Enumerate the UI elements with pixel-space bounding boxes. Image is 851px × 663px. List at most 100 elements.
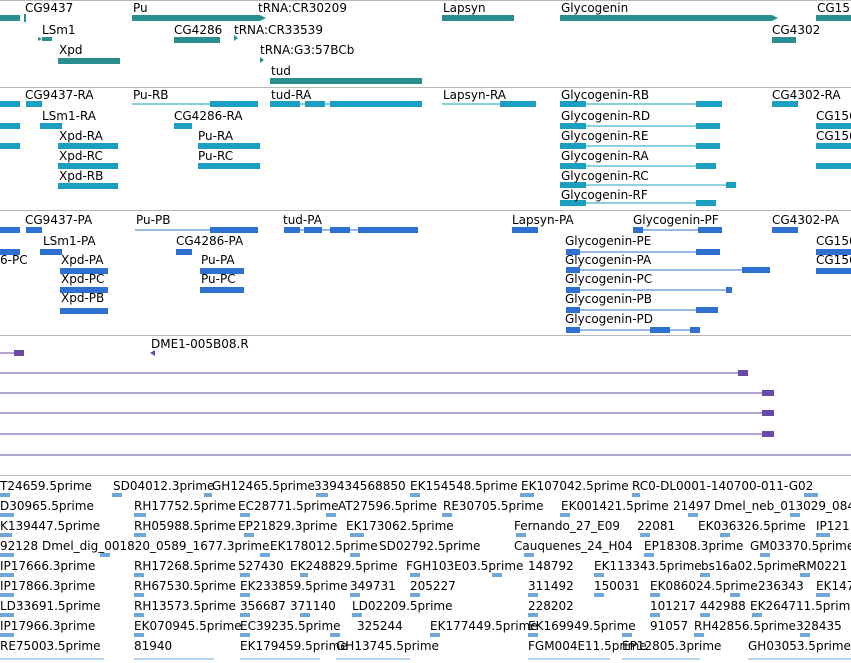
est-label[interactable]: EP12805.3prime — [622, 639, 722, 653]
est-label[interactable]: 205227 — [410, 579, 456, 593]
transcript-label[interactable]: CG9437-RA — [25, 88, 94, 102]
est-label[interactable]: 91057 — [650, 619, 689, 633]
est-label[interactable]: FGH103E03.5prime — [406, 559, 524, 573]
est-label[interactable]: 325244 — [357, 619, 403, 633]
est-label[interactable]: IP17666.3prime — [0, 559, 96, 573]
est-label[interactable]: EK179459.5prime — [240, 639, 348, 653]
est-label[interactable]: 527430 — [238, 559, 284, 573]
est-label[interactable]: EK001421.5prime — [561, 499, 669, 513]
est-label[interactable]: RH17268.5prime — [134, 559, 236, 573]
est-label[interactable]: RH05988.5prime — [134, 519, 236, 533]
est-label[interactable]: SD04012.3prime — [113, 479, 215, 493]
est-label[interactable]: EK173062.5prime — [346, 519, 454, 533]
est-label[interactable]: EK147 — [816, 579, 851, 593]
transcript-label[interactable]: Pu-RC — [198, 149, 234, 163]
est-label[interactable]: EK264711.5prime — [750, 599, 851, 613]
transcript-label[interactable]: Pu-RB — [133, 88, 169, 102]
est-label[interactable]: GH12465.5prime — [212, 479, 315, 493]
gene-label-tud[interactable]: tud — [271, 64, 291, 78]
est-label[interactable]: 81940 — [134, 639, 173, 653]
est-label[interactable]: 228202 — [528, 599, 574, 613]
gene-label-trna-cr33539[interactable]: tRNA:CR33539 — [234, 23, 323, 37]
est-label[interactable]: RH13573.5prime — [134, 599, 236, 613]
est-label[interactable]: EK154548.5prime — [410, 479, 518, 493]
est-label[interactable]: RE75003.5prime — [0, 639, 101, 653]
gene-label-lapsyn[interactable]: Lapsyn — [443, 1, 486, 15]
est-label[interactable]: 356687 — [240, 599, 286, 613]
est-label[interactable]: RC0-DL0001-140700-011-G02 — [632, 479, 814, 493]
est-label[interactable]: EK107042.5prime — [521, 479, 629, 493]
protein-label[interactable]: Glycogenin-PE — [565, 234, 652, 248]
est-label[interactable]: 101217 — [650, 599, 696, 613]
transcript-label[interactable]: Glycogenin-RD — [561, 109, 651, 123]
est-label[interactable]: SD02792.5prime — [379, 539, 481, 553]
gene-label-xpd[interactable]: Xpd — [59, 43, 83, 57]
protein-label[interactable]: Xpd-PA — [61, 253, 104, 267]
protein-label[interactable]: LSm1-PA — [43, 234, 96, 248]
protein-label[interactable]: tud-PA — [283, 213, 322, 227]
est-label[interactable]: 236343 — [758, 579, 804, 593]
est-label[interactable]: EK169949.5prime — [528, 619, 636, 633]
est-label[interactable]: Dmel_neb_013029_084 — [714, 499, 851, 513]
est-label[interactable]: EP21829.3prime — [238, 519, 338, 533]
est-label[interactable]: GH03053.5prime — [748, 639, 851, 653]
gene-label-cg4286[interactable]: CG4286 — [174, 23, 223, 37]
est-label[interactable]: FGM004E11.5prime — [528, 639, 647, 653]
transcript-label[interactable]: Glycogenin-RB — [561, 88, 650, 102]
est-label[interactable]: GM03370.5prime — [750, 539, 851, 553]
protein-label[interactable]: Glycogenin-PD — [565, 312, 654, 326]
est-label[interactable]: RM0221 — [798, 559, 848, 573]
protein-label[interactable]: Glycogenin-PF — [633, 213, 719, 227]
transcript-label[interactable]: CG4286-RA — [174, 109, 243, 123]
protein-label[interactable]: Glycogenin-PC — [565, 272, 653, 286]
transcript-label[interactable]: Pu-RA — [198, 129, 234, 143]
est-label[interactable]: EK086024.5prime — [650, 579, 758, 593]
transcript-label[interactable]: Xpd-RB — [59, 169, 104, 183]
transcript-label[interactable]: LSm1-RA — [42, 109, 97, 123]
est-label[interactable]: EK248829.5prime — [290, 559, 398, 573]
transcript-label[interactable]: tud-RA — [271, 88, 312, 102]
est-label[interactable]: 442988 — [700, 599, 746, 613]
est-label[interactable]: Cauquenes_24_H04 — [514, 539, 633, 553]
est-label[interactable]: EC39235.5prime — [240, 619, 341, 633]
est-label[interactable]: Fernando_27_E09 — [514, 519, 620, 533]
est-label[interactable]: bs16a02.5prime — [701, 559, 800, 573]
protein-label[interactable]: Xpd-PB — [61, 291, 105, 305]
est-label[interactable]: GH13745.5prime — [336, 639, 439, 653]
est-label[interactable]: EK233859.5prime — [240, 579, 348, 593]
gene-label-glycogenin[interactable]: Glycogenin — [561, 1, 629, 15]
cdna-label[interactable]: DME1-005B08.R — [151, 337, 249, 351]
est-label[interactable]: 21497 — [673, 499, 712, 513]
protein-label[interactable]: Pu-PC — [201, 272, 236, 286]
est-label[interactable]: AT27596.5prime — [338, 499, 438, 513]
est-label[interactable]: 22081 — [637, 519, 676, 533]
protein-label[interactable]: CG4302-PA — [772, 213, 840, 227]
est-label[interactable]: RE30705.5prime — [443, 499, 544, 513]
est-label[interactable]: RH17752.5prime — [134, 499, 236, 513]
transcript-label[interactable]: Glycogenin-RC — [561, 169, 649, 183]
transcript-label[interactable]: Xpd-RC — [59, 149, 103, 163]
est-label[interactable]: 328435 — [796, 619, 842, 633]
gene-label-lsm1[interactable]: LSm1 — [42, 23, 76, 37]
est-label[interactable]: 150031 — [594, 579, 640, 593]
est-label[interactable]: EK113343.5prime — [594, 559, 702, 573]
est-label[interactable]: IP17866.3prime — [0, 579, 96, 593]
transcript-label[interactable]: Glycogenin-RA — [561, 149, 649, 163]
est-label[interactable]: 349731 — [350, 579, 396, 593]
est-label[interactable]: IP17966.3prime — [0, 619, 96, 633]
transcript-label[interactable]: CG4302-RA — [772, 88, 841, 102]
est-label[interactable]: RH42856.5prime — [694, 619, 796, 633]
protein-label[interactable]: Pu-PB — [136, 213, 171, 227]
est-label[interactable]: EC28771.5prime — [238, 499, 339, 513]
est-label[interactable]: LD33691.5prime — [0, 599, 101, 613]
est-label[interactable]: LD02209.5prime — [352, 599, 453, 613]
est-label[interactable]: IP121 — [816, 519, 850, 533]
gene-label-cg4302[interactable]: CG4302 — [772, 23, 821, 37]
est-label[interactable]: D30965.5prime — [0, 499, 94, 513]
est-label[interactable]: 339434568850 — [314, 479, 406, 493]
